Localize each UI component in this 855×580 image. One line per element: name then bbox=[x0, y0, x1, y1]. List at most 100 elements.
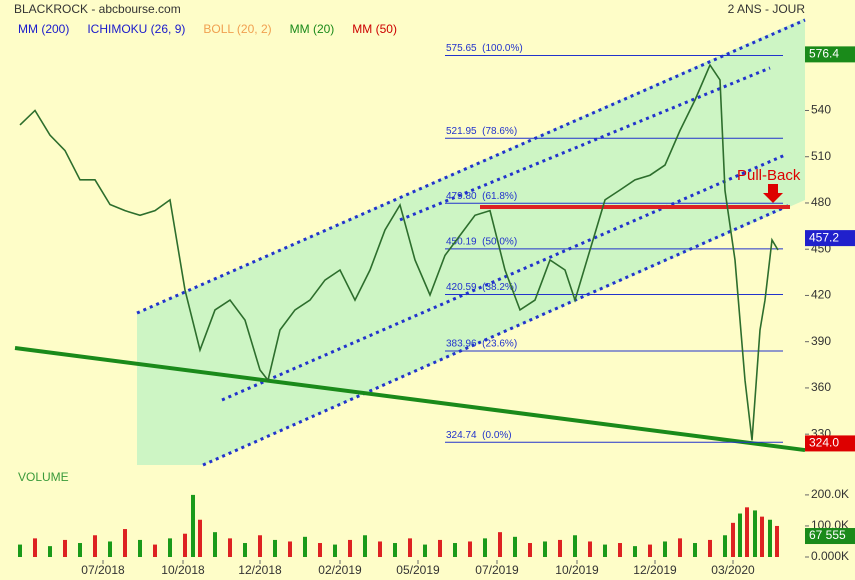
fib-label: 420.59 (38.2%) bbox=[446, 282, 517, 293]
trendline bbox=[14, 346, 806, 453]
volume-bar bbox=[258, 535, 262, 557]
volume-bar bbox=[678, 538, 682, 557]
volume-bar bbox=[191, 494, 195, 557]
volume-bar bbox=[693, 543, 697, 557]
volume-bar bbox=[363, 535, 367, 557]
price-label-box bbox=[805, 46, 855, 63]
volume-bar bbox=[198, 519, 202, 557]
volume-bar bbox=[48, 546, 52, 557]
volume-title: VOLUME bbox=[18, 470, 69, 484]
y-tick-label: 0.000K bbox=[811, 549, 849, 563]
price-label: 324.0 bbox=[809, 436, 839, 450]
volume-bar bbox=[708, 539, 712, 557]
price-label-box bbox=[805, 435, 855, 452]
fib-label: 575.65 (100.0%) bbox=[446, 43, 523, 54]
volume-bar bbox=[153, 544, 157, 557]
fib-label: 521.95 (78.6%) bbox=[446, 126, 517, 137]
y-tick-label: 390 bbox=[811, 334, 831, 348]
x-tick-label: 10/2018 bbox=[161, 563, 205, 577]
volume-bar bbox=[333, 544, 337, 557]
volume-bar bbox=[731, 522, 735, 557]
volume-bar bbox=[483, 538, 487, 557]
volume-bar bbox=[18, 544, 22, 557]
legend-entry: MM (20) bbox=[290, 22, 335, 36]
chart-subtitle: 2 ANS - JOUR bbox=[728, 2, 806, 16]
volume-bar bbox=[753, 510, 757, 557]
y-tick-label: 360 bbox=[811, 380, 831, 394]
volume-bar bbox=[558, 539, 562, 557]
annotation: Pull-Back bbox=[737, 167, 801, 184]
volume-bar bbox=[760, 516, 764, 557]
volume-bar bbox=[528, 543, 532, 557]
volume-bar bbox=[468, 541, 472, 557]
y-tick-label: 420 bbox=[811, 288, 831, 302]
volume-bar bbox=[78, 543, 82, 557]
price-label-box bbox=[805, 230, 855, 247]
volume-bar bbox=[318, 543, 322, 557]
volume-bar bbox=[168, 538, 172, 557]
fib-label: 479.80 (61.8%) bbox=[446, 191, 517, 202]
volume-bar bbox=[663, 541, 667, 557]
volume-bar bbox=[588, 541, 592, 557]
volume-bar bbox=[303, 536, 307, 557]
volume-bar bbox=[745, 507, 749, 557]
volume-bar bbox=[33, 538, 37, 557]
volume-bar bbox=[63, 539, 67, 557]
volume-bar bbox=[123, 529, 127, 557]
volume-bar bbox=[138, 539, 142, 557]
fib-label: 383.96 (23.6%) bbox=[446, 339, 517, 350]
fib-label: 324.74 (0.0%) bbox=[446, 430, 512, 441]
volume-bar bbox=[738, 513, 742, 557]
volume-bar bbox=[513, 536, 517, 557]
volume-bar bbox=[273, 539, 277, 557]
volume-bar bbox=[393, 543, 397, 557]
volume-bar bbox=[243, 543, 247, 557]
legend-entry: MM (200) bbox=[18, 22, 69, 36]
volume-bar bbox=[775, 525, 779, 557]
volume-bar bbox=[648, 544, 652, 557]
volume-bar bbox=[573, 535, 577, 557]
volume-bar bbox=[348, 539, 352, 557]
volume-bar bbox=[183, 533, 187, 557]
volume-bar bbox=[453, 543, 457, 557]
y-tick-label: 200.0K bbox=[811, 487, 849, 501]
legend-entry: BOLL (20, 2) bbox=[203, 22, 271, 36]
volume-bar bbox=[543, 541, 547, 557]
x-tick-label: 10/2019 bbox=[555, 563, 599, 577]
volume-bar bbox=[423, 544, 427, 557]
volume-bar bbox=[228, 538, 232, 557]
x-tick-label: 12/2018 bbox=[238, 563, 282, 577]
fib-label: 450.19 (50.0%) bbox=[446, 237, 517, 248]
x-tick-label: 03/2020 bbox=[711, 563, 755, 577]
volume-bar bbox=[498, 532, 502, 557]
x-tick-label: 12/2019 bbox=[633, 563, 677, 577]
chart-title: BLACKROCK - abcbourse.com bbox=[14, 2, 181, 16]
x-tick-label: 07/2019 bbox=[475, 563, 519, 577]
x-tick-label: 02/2019 bbox=[318, 563, 362, 577]
legend-entry: ICHIMOKU (26, 9) bbox=[87, 22, 185, 36]
volume-label: 67 555 bbox=[809, 528, 846, 542]
volume-bar bbox=[723, 535, 727, 557]
price-label: 457.2 bbox=[809, 230, 839, 244]
volume-bar bbox=[93, 535, 97, 557]
x-tick-label: 05/2019 bbox=[396, 563, 440, 577]
volume-bar bbox=[378, 541, 382, 557]
volume-bar bbox=[438, 539, 442, 557]
volume-bar bbox=[288, 541, 292, 557]
volume-label-box bbox=[805, 528, 855, 545]
volume-bar bbox=[633, 546, 637, 557]
arrow bbox=[763, 184, 783, 203]
y-tick-label: 540 bbox=[811, 103, 831, 117]
x-tick-label: 07/2018 bbox=[81, 563, 125, 577]
volume-bar bbox=[213, 532, 217, 557]
y-tick-label: 480 bbox=[811, 195, 831, 209]
volume-bar bbox=[408, 538, 412, 557]
price-line bbox=[19, 63, 779, 441]
volume-bar bbox=[108, 541, 112, 557]
volume-bar bbox=[768, 519, 772, 557]
trendline bbox=[136, 18, 806, 315]
volume-bar bbox=[618, 543, 622, 557]
trendline bbox=[202, 203, 791, 467]
y-tick-label: 510 bbox=[811, 149, 831, 163]
